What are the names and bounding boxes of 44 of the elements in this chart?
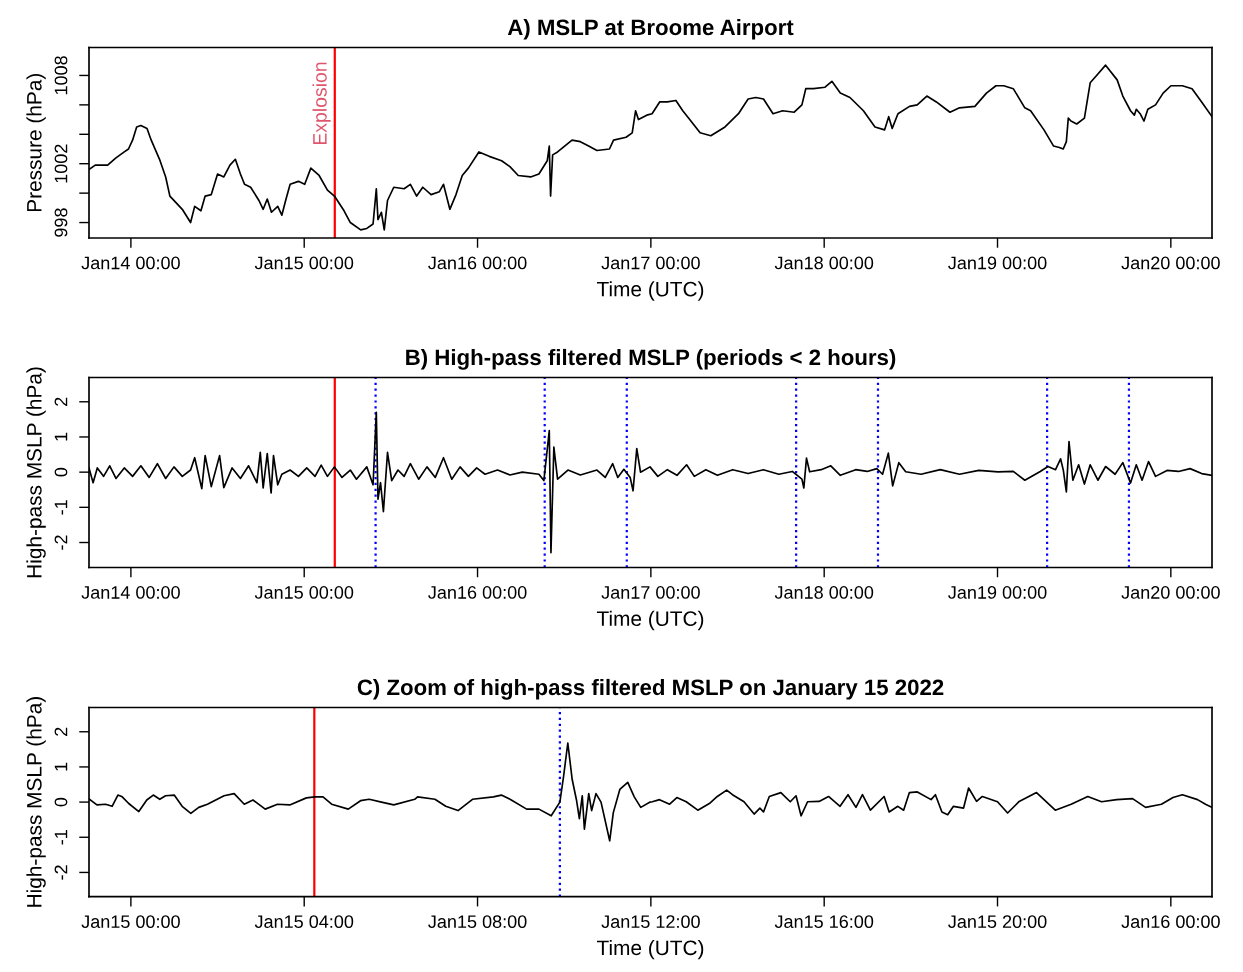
x-tick-label: Jan17 00:00: [601, 256, 700, 270]
x-tick-label: Jan18 00:00: [774, 586, 874, 599]
y-tick-label: 1008: [54, 56, 68, 95]
y-tick-label: -1: [54, 830, 68, 845]
y-axis-title: Pressure (hPa): [26, 73, 46, 212]
y-tick-label: 2: [54, 727, 68, 736]
x-tick-label: Jan19 00:00: [948, 586, 1047, 599]
x-tick-label: Jan15 16:00: [774, 915, 874, 929]
x-tick-label: Jan19 00:00: [948, 256, 1047, 270]
chart-title: A) MSLP at Broome Airport: [507, 18, 794, 40]
y-tick-label: 998: [54, 208, 68, 237]
x-axis-title: Time (UTC): [596, 939, 704, 960]
y-tick-label: 1: [54, 432, 68, 441]
y-tick-label: 2: [54, 397, 68, 406]
y-tick-label: -1: [54, 500, 68, 515]
ref-line-label: Explosion: [312, 62, 331, 145]
y-tick-label: -2: [54, 535, 68, 550]
x-tick-label: Jan15 00:00: [81, 915, 180, 929]
y-tick-label: -2: [54, 865, 68, 880]
x-tick-label: Jan20 00:00: [1121, 256, 1220, 270]
x-tick-label: Jan14 00:00: [81, 586, 180, 599]
x-tick-label: Jan17 00:00: [601, 586, 700, 599]
x-tick-label: Jan14 00:00: [81, 256, 180, 270]
x-tick-label: Jan15 00:00: [254, 256, 354, 270]
x-tick-label: Jan16 00:00: [428, 586, 527, 599]
x-axis-title: Time (UTC): [596, 610, 704, 631]
y-tick-label: 1002: [54, 144, 68, 183]
x-axis-title: Time (UTC): [596, 281, 704, 301]
y-tick-label: 1: [54, 762, 68, 771]
y-tick-label: 0: [54, 467, 68, 477]
y-tick-label: 0: [54, 797, 68, 807]
x-tick-label: Jan15 20:00: [948, 915, 1047, 929]
x-tick-label: Jan16 00:00: [1121, 915, 1220, 929]
x-tick-label: Jan15 08:00: [428, 915, 527, 929]
x-tick-label: Jan15 04:00: [254, 915, 354, 929]
chart-title: C) Zoom of high-pass filtered MSLP on January 15 2022: [357, 678, 944, 700]
x-tick-label: Jan20 00:00: [1121, 586, 1220, 599]
x-tick-label: Jan15 00:00: [254, 586, 354, 599]
x-tick-label: Jan15 12:00: [601, 915, 700, 929]
y-axis-title: High-pass MSLP (hPa): [26, 367, 46, 578]
chart-title: B) High-pass filtered MSLP (periods < 2 hours): [406, 348, 896, 370]
x-tick-label: Jan16 00:00: [428, 256, 527, 270]
x-tick-label: Jan18 00:00: [774, 256, 874, 270]
y-axis-title: High-pass MSLP (hPa): [26, 697, 46, 907]
